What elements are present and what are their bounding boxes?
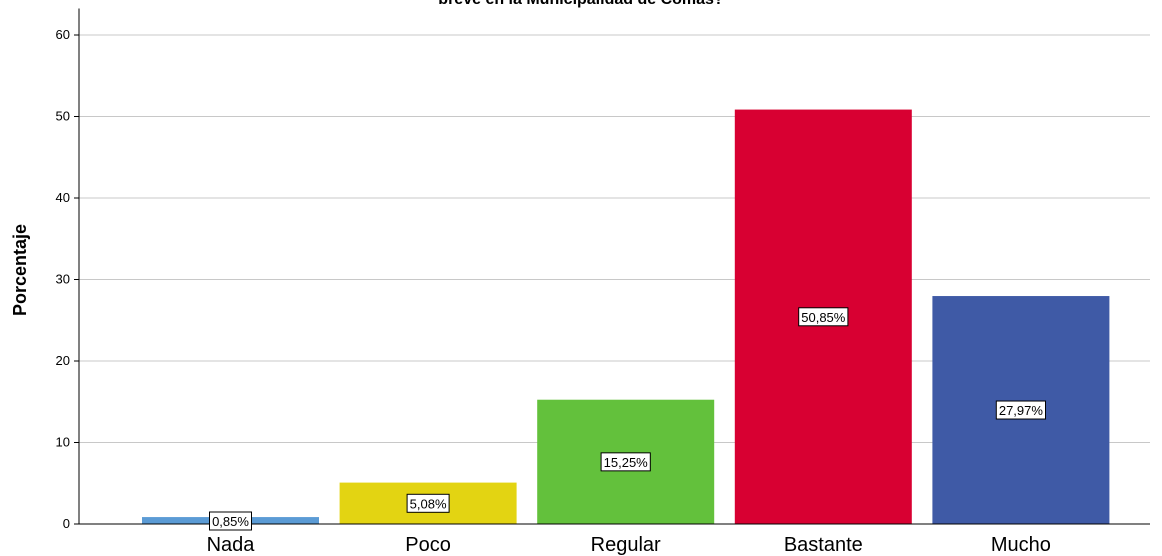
chart-title: breve en la Municipalidad de Comas?: [438, 0, 723, 8]
y-tick-label: 30: [56, 272, 70, 287]
data-label: 50,85%: [798, 307, 849, 327]
data-label-text: 15,25%: [604, 455, 649, 470]
data-label-text: 0,85%: [212, 514, 249, 529]
data-label-text: 27,97%: [999, 403, 1044, 418]
y-tick-label: 20: [56, 353, 70, 368]
x-category-label: Nada: [207, 534, 256, 556]
data-label-box: [600, 452, 651, 472]
data-label: 5,08%: [406, 493, 450, 513]
x-category-label: Bastante: [784, 534, 863, 556]
x-category-label: Mucho: [991, 534, 1051, 556]
data-label-text: 50,85%: [801, 310, 846, 325]
data-label-box: [798, 307, 849, 327]
data-label: 27,97%: [995, 400, 1046, 420]
data-label: 15,25%: [600, 452, 651, 472]
data-label-box: [995, 400, 1046, 420]
y-tick-label: 40: [56, 190, 70, 205]
data-label-box: [406, 493, 450, 513]
data-labels: 0,85% 5,08% 15,25% 50,85% 27,97%: [209, 307, 1046, 531]
data-label-box: [209, 511, 252, 531]
y-tick-label: 0: [63, 516, 70, 531]
data-label-text: 5,08%: [410, 496, 447, 511]
data-label: 0,85%: [209, 511, 252, 531]
x-category-label: Regular: [591, 534, 661, 556]
y-tick-label: 10: [56, 435, 70, 450]
y-axis-label: Porcentaje: [10, 224, 30, 316]
axes: 0 10 20 30 40 50 60 Nada Poco Regular Bastante Much…: [56, 8, 1150, 556]
y-tick-label: 50: [56, 109, 70, 124]
y-tick-label: 60: [56, 27, 70, 42]
x-category-label: Poco: [405, 534, 451, 556]
